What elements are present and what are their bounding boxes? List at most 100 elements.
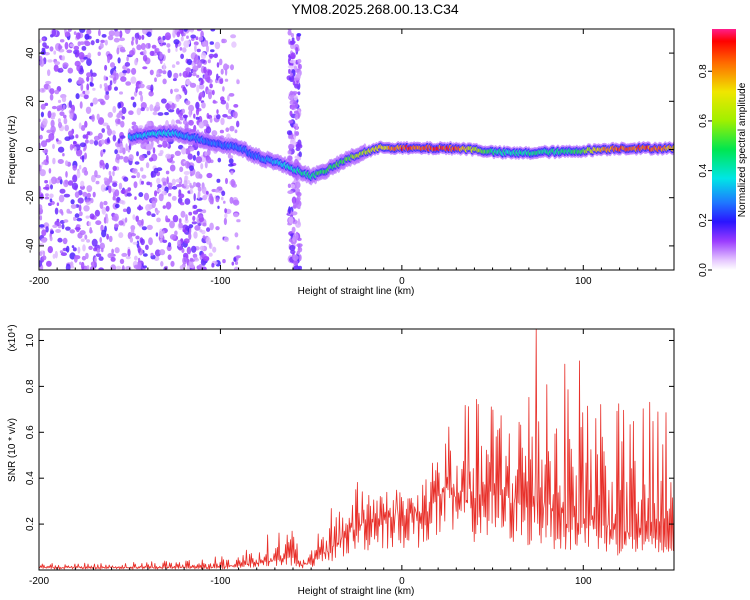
spectrogram-noise-speck — [233, 266, 239, 270]
spectrogram-noise-speck — [193, 113, 196, 119]
spectrogram-noise-speck — [207, 69, 213, 76]
spectrogram-noise-speck — [289, 59, 296, 64]
spectrogram-noise-speck — [297, 237, 302, 241]
spectrogram-noise-speck — [67, 180, 74, 186]
spectrogram-noise-speck — [287, 183, 291, 188]
spectrogram-noise-speck — [132, 168, 138, 174]
spectrogram-noise-speck — [166, 176, 169, 184]
spectrogram-noise-speck — [226, 133, 231, 140]
spectrogram-noise-speck — [216, 73, 219, 81]
spectrogram-noise-speck — [114, 247, 120, 254]
spectrogram-noise-speck — [173, 39, 180, 45]
spectrogram-noise-speck — [199, 36, 204, 41]
spectrogram-noise-speck — [131, 36, 135, 41]
spectrogram-noise-speck — [119, 149, 123, 154]
spectrogram-noise-speck — [158, 193, 164, 202]
spectrogram-noise-speck — [126, 68, 131, 74]
spectrogram-noise-speck — [86, 76, 90, 82]
spectrogram-noise-speck — [178, 222, 183, 229]
spectrogram-noise-speck — [296, 250, 300, 255]
spectrogram-noise-speck — [232, 199, 240, 206]
spectrogram-noise-speck — [141, 218, 144, 226]
spectrogram-noise-speck — [293, 265, 300, 270]
spectrogram-noise-speck — [124, 217, 128, 223]
spectrogram-noise-speck — [214, 41, 221, 50]
spectrogram-noise-speck — [292, 80, 296, 86]
spectrogram-noise-speck — [196, 208, 203, 212]
spectrogram-noise-speck — [143, 49, 147, 56]
spectrogram-noise-speck — [54, 89, 60, 95]
spectrogram-noise-speck — [137, 262, 142, 270]
spectrogram-noise-speck — [223, 217, 227, 226]
spectrogram-noise-speck — [291, 75, 294, 82]
spectrogram-noise-speck — [88, 221, 92, 227]
spectrogram-noise-speck — [288, 206, 291, 214]
spectrogram-noise-speck — [226, 64, 230, 69]
spectrogram-noise-speck — [73, 45, 80, 51]
spectrogram-noise-speck — [195, 101, 200, 110]
spectrogram-noise-speck — [79, 29, 86, 33]
spectrogram-noise-speck — [215, 226, 220, 231]
spectrogram-noise-speck — [196, 48, 201, 53]
spectrogram-noise-speck — [205, 126, 212, 134]
spectrogram-noise-speck — [231, 41, 237, 48]
spectrogram-noise-speck — [154, 190, 158, 197]
spectrogram-noise-speck — [76, 64, 81, 72]
page-title: YM08.2025.268.00.13.C34 — [291, 1, 459, 17]
spectrogram-noise-speck — [122, 147, 126, 155]
spectrogram-noise-speck — [188, 104, 195, 112]
spectrogram-noise-speck — [51, 29, 57, 37]
spectrogram-noise-speck — [192, 210, 199, 215]
spectrogram-noise-speck — [155, 232, 159, 237]
x-tick-label: 0 — [399, 276, 405, 287]
spectrogram-noise-speck — [65, 160, 69, 167]
spectrogram-noise-speck — [295, 200, 302, 208]
spectrogram-noise-speck — [211, 89, 215, 96]
spectrogram-noise-speck — [74, 227, 81, 231]
spectrogram-noise-speck — [126, 192, 132, 197]
spectrogram-noise-speck — [76, 170, 81, 179]
spectrogram-noise-speck — [46, 260, 52, 267]
spectrogram-noise-speck — [293, 259, 299, 266]
y-tick-label: 20 — [25, 95, 36, 107]
spectrogram-noise-speck — [132, 241, 138, 245]
spectrogram-noise-speck — [147, 145, 154, 150]
spectrogram-noise-speck — [100, 39, 105, 44]
spectrogram-noise-speck — [77, 246, 81, 254]
spectrogram-noise-speck — [64, 41, 69, 50]
spectrogram-noise-speck — [220, 68, 224, 75]
spectrogram-noise-speck — [178, 218, 182, 224]
spectrogram-noise-speck — [196, 84, 200, 93]
spectrogram-noise-speck — [99, 242, 106, 250]
spectrogram-noise-speck — [76, 79, 82, 85]
spectrogram-noise-speck — [104, 39, 108, 46]
spectrogram-noise-speck — [151, 44, 157, 49]
spectrogram-noise-speck — [166, 43, 171, 48]
spectrogram-noise-speck — [121, 106, 127, 115]
spectrogram-noise-speck — [116, 112, 121, 119]
spectrogram-noise-speck — [69, 229, 76, 234]
spectrogram-noise-speck — [234, 129, 238, 134]
spectrogram-noise-speck — [136, 44, 142, 51]
spectrogram-noise-speck — [78, 204, 82, 212]
spectrogram-noise-speck — [141, 34, 145, 40]
spectrogram-noise-speck — [188, 232, 192, 240]
spectrogram-noise-speck — [183, 238, 190, 244]
spectrogram-noise-speck — [236, 79, 240, 85]
spectrogram-noise-speck — [100, 184, 106, 192]
spectrogram-noise-speck — [48, 168, 52, 174]
spectrogram-noise-speck — [64, 136, 71, 141]
spectrogram-noise-speck — [47, 246, 53, 254]
spectrogram-noise-speck — [192, 154, 196, 161]
spectrogram-noise-speck — [146, 224, 153, 230]
spectrogram-noise-speck — [196, 74, 200, 78]
spectrogram-noise-speck — [196, 150, 200, 156]
spectrogram-noise-speck — [181, 108, 185, 114]
spectrogram-noise-speck — [134, 255, 138, 261]
spectrogram-noise-speck — [186, 58, 193, 66]
spectrogram-noise-speck — [221, 196, 224, 201]
spectrogram-noise-speck — [75, 32, 81, 40]
spectrogram-noise-speck — [217, 205, 220, 209]
spectrogram-noise-speck — [112, 182, 118, 188]
